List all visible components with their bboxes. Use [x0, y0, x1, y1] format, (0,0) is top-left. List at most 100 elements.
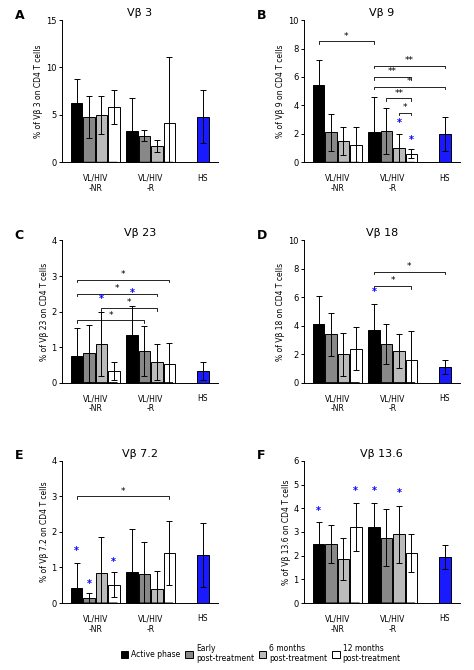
- Bar: [96, 115, 107, 162]
- Text: *: *: [111, 557, 116, 567]
- Y-axis label: % of Vβ 3 on CD4 T cells: % of Vβ 3 on CD4 T cells: [35, 44, 44, 138]
- Text: A: A: [15, 9, 24, 21]
- Text: HS: HS: [439, 614, 450, 623]
- Bar: [71, 103, 82, 162]
- Bar: [139, 136, 150, 162]
- Bar: [164, 364, 175, 383]
- Bar: [164, 123, 175, 162]
- Bar: [368, 527, 380, 603]
- Text: *: *: [344, 31, 348, 41]
- Text: HS: HS: [439, 174, 450, 183]
- Text: *: *: [74, 546, 79, 556]
- Text: VL/HIV
-R: VL/HIV -R: [380, 394, 405, 413]
- Text: VL/HIV
-R: VL/HIV -R: [138, 614, 164, 634]
- Bar: [197, 371, 209, 383]
- Text: VL/HIV
-NR: VL/HIV -NR: [82, 174, 108, 193]
- Bar: [108, 371, 119, 383]
- Bar: [139, 574, 150, 603]
- Text: *: *: [127, 298, 131, 308]
- Bar: [368, 330, 380, 383]
- Bar: [83, 598, 95, 603]
- Bar: [439, 557, 451, 603]
- Text: VL/HIV
-R: VL/HIV -R: [380, 614, 405, 634]
- Bar: [439, 367, 451, 383]
- Text: VL/HIV
-NR: VL/HIV -NR: [325, 174, 350, 193]
- Bar: [325, 334, 337, 383]
- Title: Vβ 9: Vβ 9: [369, 8, 394, 18]
- Bar: [83, 354, 95, 383]
- Text: E: E: [15, 450, 23, 462]
- Bar: [313, 86, 324, 162]
- Y-axis label: % of Vβ 13.6 on CD4 T cells: % of Vβ 13.6 on CD4 T cells: [282, 479, 291, 585]
- Bar: [164, 553, 175, 603]
- Bar: [126, 572, 138, 603]
- Bar: [313, 544, 324, 603]
- Bar: [108, 107, 119, 162]
- Text: *: *: [129, 288, 135, 298]
- Bar: [151, 362, 163, 383]
- Text: VL/HIV
-R: VL/HIV -R: [138, 174, 164, 193]
- Title: Vβ 3: Vβ 3: [127, 8, 152, 18]
- Bar: [350, 527, 362, 603]
- Text: VL/HIV
-NR: VL/HIV -NR: [325, 614, 350, 634]
- Bar: [368, 133, 380, 162]
- Legend: Active phase, Early
post-treatment, 6 months
post-treatment, 12 months
post-trea: Active phase, Early post-treatment, 6 mo…: [118, 641, 404, 666]
- Bar: [393, 351, 405, 383]
- Bar: [325, 133, 337, 162]
- Bar: [337, 354, 349, 383]
- Text: *: *: [409, 135, 414, 145]
- Text: *: *: [372, 287, 376, 297]
- Bar: [108, 584, 119, 603]
- Y-axis label: % of Vβ 18 on CD4 T cells: % of Vβ 18 on CD4 T cells: [276, 263, 285, 360]
- Text: HS: HS: [439, 394, 450, 403]
- Bar: [71, 588, 82, 603]
- Bar: [313, 324, 324, 383]
- Bar: [139, 351, 150, 383]
- Bar: [381, 538, 392, 603]
- Bar: [71, 356, 82, 383]
- Title: Vβ 23: Vβ 23: [124, 228, 156, 239]
- Bar: [325, 544, 337, 603]
- Bar: [337, 559, 349, 603]
- Bar: [96, 344, 107, 383]
- Text: VL/HIV
-NR: VL/HIV -NR: [325, 394, 350, 413]
- Text: *: *: [86, 579, 91, 589]
- Text: HS: HS: [198, 174, 208, 183]
- Title: Vβ 7.2: Vβ 7.2: [122, 449, 158, 459]
- Text: **: **: [388, 67, 397, 76]
- Text: *: *: [353, 486, 358, 496]
- Y-axis label: % of Vβ 7.2 on CD4 T cells: % of Vβ 7.2 on CD4 T cells: [40, 482, 49, 582]
- Text: *: *: [372, 486, 376, 496]
- Text: *: *: [114, 284, 119, 293]
- Bar: [406, 360, 417, 383]
- Text: *: *: [121, 486, 125, 496]
- Text: *: *: [108, 311, 113, 320]
- Bar: [83, 117, 95, 162]
- Text: *: *: [121, 270, 125, 279]
- Text: C: C: [15, 229, 24, 242]
- Text: *: *: [407, 262, 412, 271]
- Text: *: *: [391, 276, 395, 285]
- Text: VL/HIV
-R: VL/HIV -R: [380, 174, 405, 193]
- Text: VL/HIV
-NR: VL/HIV -NR: [82, 394, 108, 413]
- Bar: [197, 555, 209, 603]
- Text: VL/HIV
-NR: VL/HIV -NR: [82, 614, 108, 634]
- Title: Vβ 18: Vβ 18: [365, 228, 398, 239]
- Bar: [350, 145, 362, 162]
- Bar: [126, 131, 138, 162]
- Text: *: *: [403, 103, 407, 112]
- Y-axis label: % of Vβ 9 on CD4 T cells: % of Vβ 9 on CD4 T cells: [276, 44, 285, 138]
- Text: HS: HS: [198, 394, 208, 403]
- Text: D: D: [257, 229, 267, 242]
- Bar: [96, 573, 107, 603]
- Bar: [126, 334, 138, 383]
- Bar: [151, 589, 163, 603]
- Text: *: *: [396, 488, 401, 498]
- Title: Vβ 13.6: Vβ 13.6: [360, 449, 403, 459]
- Bar: [337, 141, 349, 162]
- Y-axis label: % of Vβ 23 on CD4 T cells: % of Vβ 23 on CD4 T cells: [40, 263, 49, 360]
- Text: *: *: [99, 294, 104, 304]
- Bar: [151, 146, 163, 162]
- Bar: [393, 148, 405, 162]
- Bar: [381, 344, 392, 383]
